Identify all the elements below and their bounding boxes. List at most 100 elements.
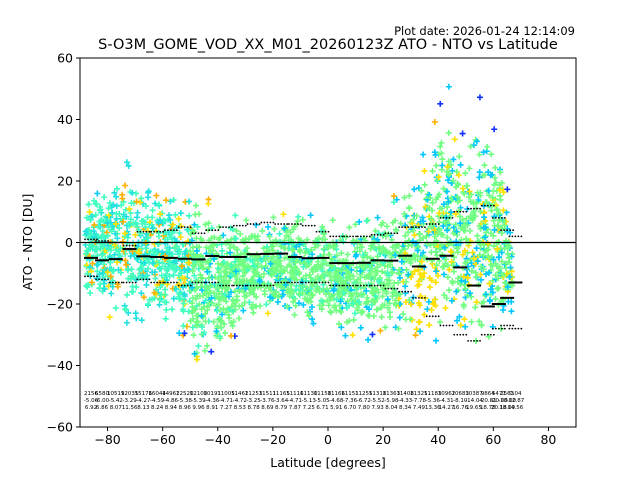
scatter-point xyxy=(124,291,131,298)
bin-minus-std-mark xyxy=(483,333,486,336)
scatter-point xyxy=(206,287,213,294)
scatter-point xyxy=(492,272,499,279)
scatter-point xyxy=(123,319,130,326)
scatter-point xyxy=(185,266,192,273)
scatter-point xyxy=(476,169,483,176)
scatter-point xyxy=(103,229,110,236)
scatter-point xyxy=(122,306,129,313)
scatter-point xyxy=(474,258,481,265)
x-tick-label: −40 xyxy=(205,432,231,447)
scatter-point xyxy=(378,247,385,254)
scatter-point xyxy=(170,196,177,203)
scatter-point xyxy=(474,232,481,239)
scatter-point xyxy=(438,150,445,157)
scatter-point xyxy=(331,304,338,311)
scatter-point xyxy=(473,299,480,306)
scatter-point xyxy=(473,274,480,281)
scatter-point xyxy=(208,295,215,302)
scatter-point xyxy=(325,290,332,297)
bin-plus-std-mark xyxy=(191,232,194,235)
bin-plus-std-mark xyxy=(492,204,495,207)
scatter-point xyxy=(364,254,371,261)
bin-minus-std-mark xyxy=(180,284,183,287)
scatter-point xyxy=(365,312,372,319)
bin-stat-text: -5.42 xyxy=(109,398,123,404)
scatter-point xyxy=(155,201,162,208)
scatter-point xyxy=(390,289,397,296)
bin-plus-std-mark xyxy=(410,226,413,229)
x-tick-label: −60 xyxy=(149,432,175,447)
scatter-point xyxy=(324,269,331,276)
scatter-point xyxy=(492,164,499,171)
bin-stat-text: -4.27 xyxy=(136,398,151,404)
scatter-point xyxy=(318,298,325,305)
scatter-point xyxy=(389,244,396,251)
scatter-point xyxy=(150,260,157,267)
bin-plus-std-mark xyxy=(497,217,500,219)
scatter-point xyxy=(457,220,464,227)
scatter-point xyxy=(446,170,453,177)
bin-minus-std-mark xyxy=(473,340,475,342)
scatter-point xyxy=(352,221,359,228)
scatter-point xyxy=(251,263,258,270)
scatter-point xyxy=(280,211,287,218)
scatter-point xyxy=(448,258,455,265)
scatter-point xyxy=(395,295,402,302)
scatter-point xyxy=(122,257,129,264)
bin-plus-std-mark xyxy=(162,230,165,233)
scatter-point xyxy=(191,272,198,279)
scatter-point xyxy=(444,234,451,241)
scatter-point xyxy=(227,332,234,339)
bin-plus-std-mark xyxy=(176,229,178,232)
scatter-point xyxy=(91,197,98,204)
scatter-point xyxy=(384,223,391,230)
scatter-point xyxy=(263,301,270,308)
x-tick-label: 60 xyxy=(485,432,501,447)
scatter-point xyxy=(495,222,502,229)
bin-minus-std-mark xyxy=(307,281,310,284)
scatter-point xyxy=(428,306,435,313)
scatter-point xyxy=(220,259,227,266)
bin-minus-std-mark xyxy=(509,324,512,327)
scatter-point xyxy=(101,286,108,293)
scatter-point xyxy=(386,277,393,284)
scatter-point xyxy=(501,279,508,286)
bin-plus-std-mark xyxy=(277,223,280,225)
scatter-point xyxy=(203,291,210,298)
bin-plus-std-mark xyxy=(310,224,313,227)
scatter-point xyxy=(332,274,339,281)
scatter-point xyxy=(328,309,335,316)
bin-minus-std-mark xyxy=(421,296,423,299)
scatter-point xyxy=(144,214,151,221)
scatter-point xyxy=(414,282,421,289)
bin-stat-text: 7.93 xyxy=(371,405,384,411)
scatter-point xyxy=(440,185,447,192)
scatter-point xyxy=(377,274,384,281)
scatter-point xyxy=(463,259,470,266)
bin-minus-std-mark xyxy=(156,281,159,284)
scatter-point xyxy=(429,168,436,175)
scatter-point xyxy=(319,261,326,268)
bin-plus-std-mark xyxy=(356,235,359,238)
bin-stat-text: 10962 xyxy=(438,391,456,397)
bin-stat-text: -4.72 xyxy=(233,398,247,404)
scatter-point xyxy=(304,309,311,316)
scatter-point xyxy=(296,246,303,253)
scatter-point xyxy=(289,247,296,254)
scatter-point xyxy=(388,236,395,243)
scatter-point xyxy=(450,177,457,184)
scatter-point xyxy=(506,273,513,280)
bin-plus-std-mark xyxy=(368,235,371,238)
bin-minus-std-mark xyxy=(459,333,462,336)
scatter-point xyxy=(114,185,121,192)
scatter-point xyxy=(444,227,451,234)
bin-plus-std-mark xyxy=(489,204,492,207)
scatter-point xyxy=(143,281,150,288)
scatter-point xyxy=(187,318,194,325)
scatter-point xyxy=(381,302,388,309)
bin-plus-std-mark xyxy=(95,240,97,242)
bin-plus-std-mark xyxy=(186,226,189,229)
scatter-point xyxy=(123,213,130,220)
bin-plus-std-mark xyxy=(494,217,497,219)
scatter-point xyxy=(311,264,318,271)
